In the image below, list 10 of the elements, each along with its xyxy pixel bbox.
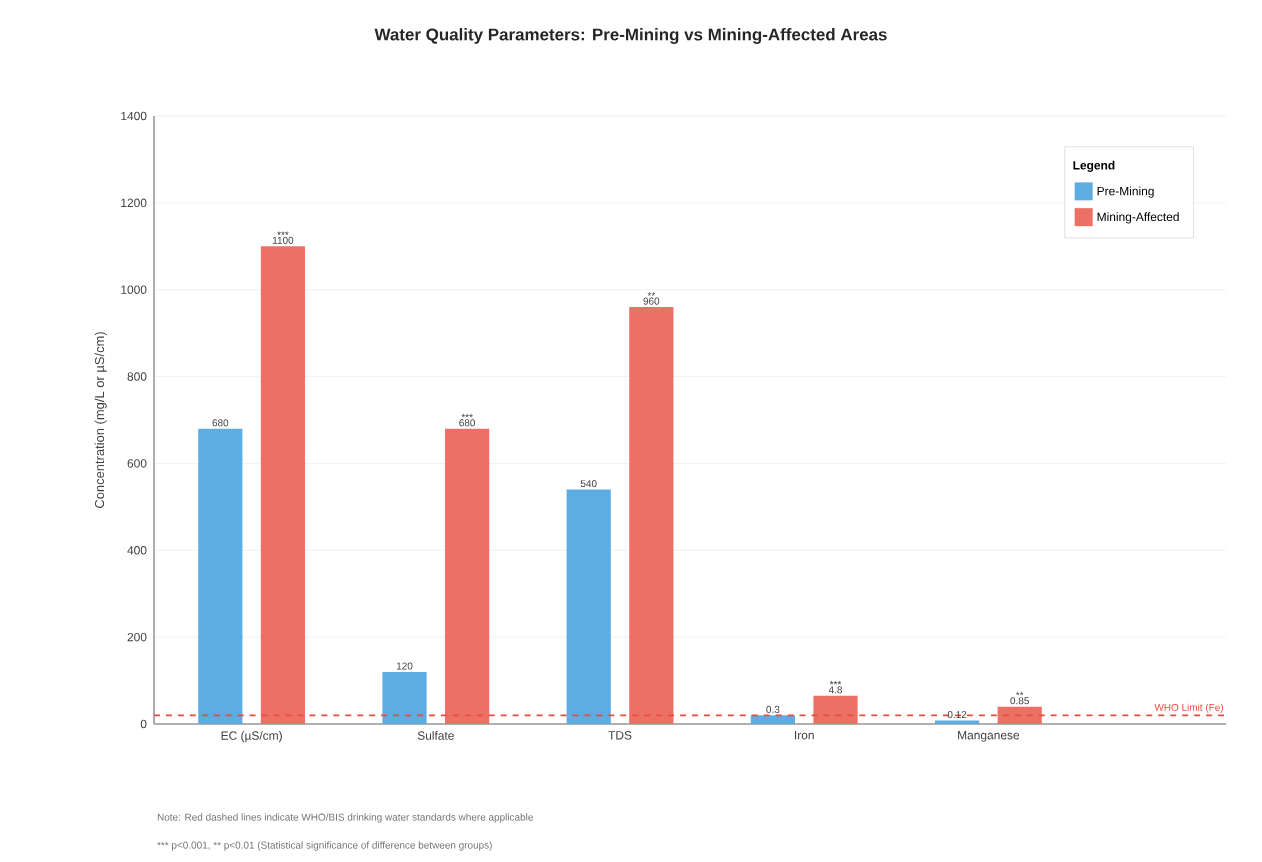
chart-title: Water Quality Parameters: Pre-Mining vs Mining-Affected Areas	[374, 28, 887, 44]
bar	[198, 428, 243, 724]
bar	[260, 246, 306, 724]
bar	[629, 307, 674, 724]
bar	[445, 428, 490, 724]
bar	[813, 695, 858, 724]
bar	[997, 706, 1042, 724]
bar	[566, 489, 611, 724]
bar	[750, 715, 795, 724]
bar	[382, 671, 427, 724]
